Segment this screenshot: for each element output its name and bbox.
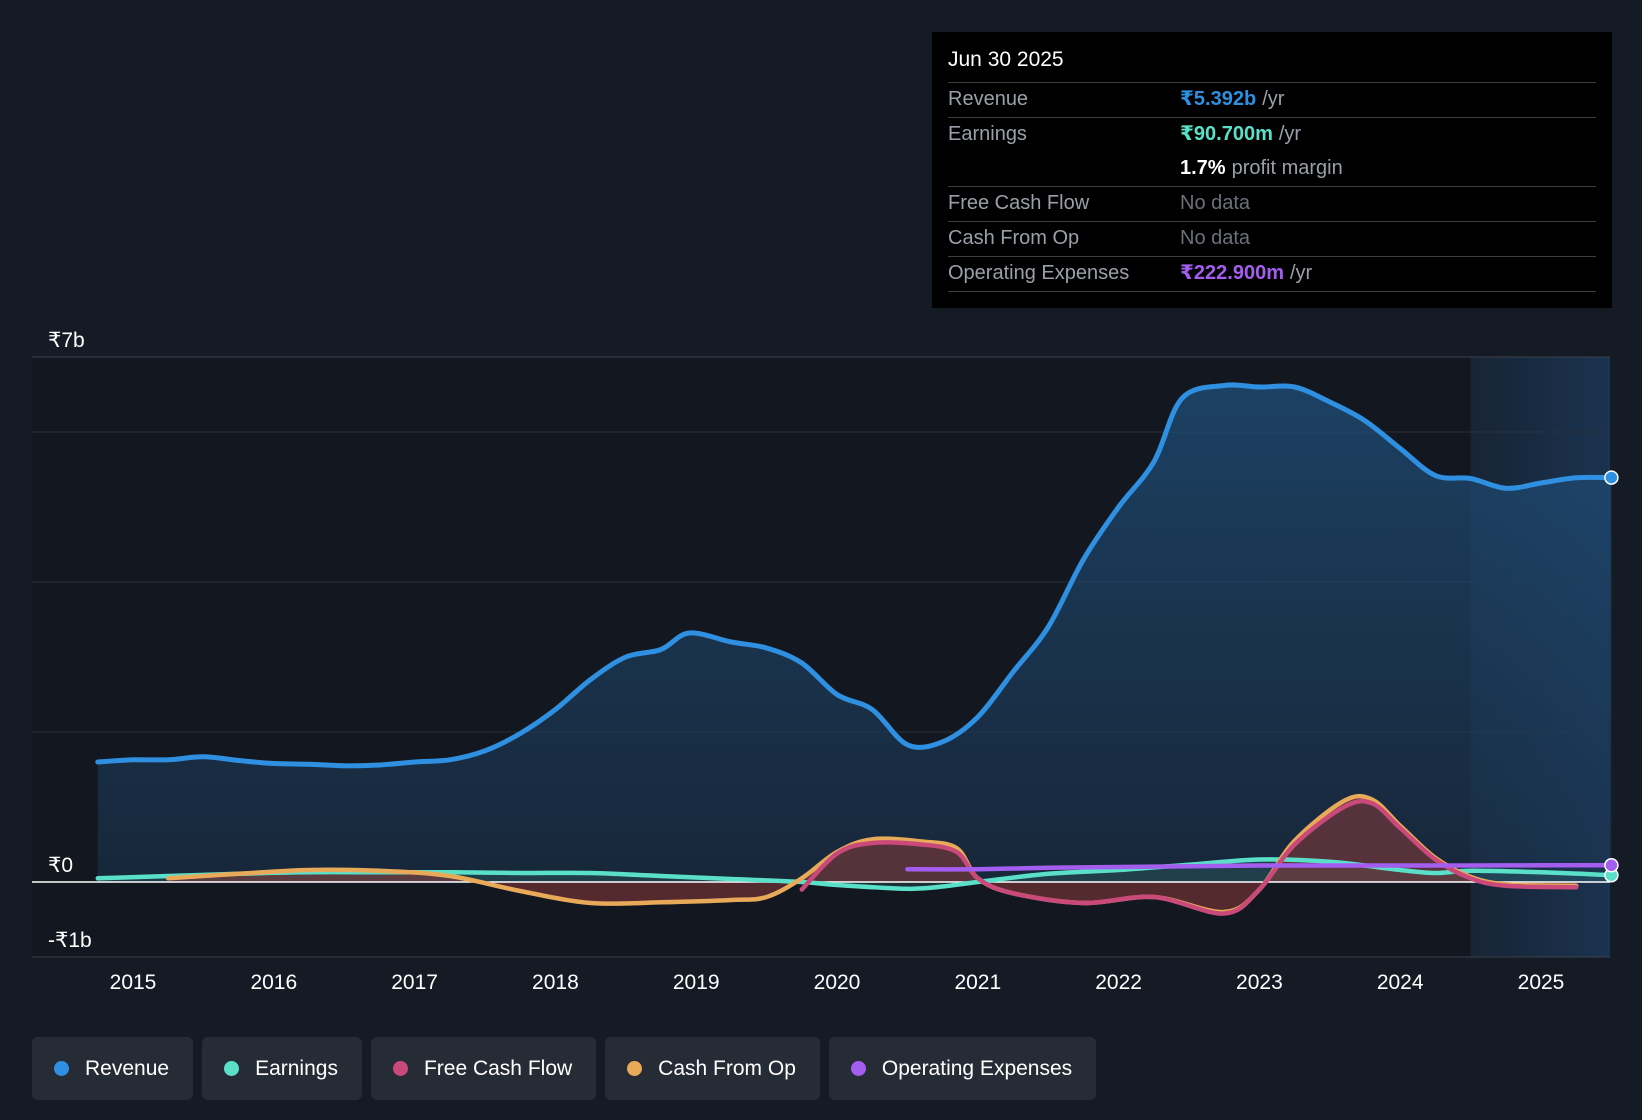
tooltip-row-cfo: Cash From Op No data [948, 222, 1596, 257]
x-tick-label: 2025 [1518, 971, 1565, 994]
revenue-area [97, 384, 1612, 882]
tooltip-value: ₹222.900m [1180, 262, 1284, 284]
operating-expenses-dot-icon [850, 1061, 866, 1076]
x-tick-label: 2022 [1095, 971, 1142, 994]
legend-item-revenue[interactable]: Revenue [32, 1037, 194, 1100]
tooltip-unit: /yr [1290, 262, 1313, 284]
tooltip-value: ₹5.392b [1180, 88, 1257, 110]
x-tick-label: 2021 [954, 971, 1001, 994]
operating-expenses-line [905, 863, 1614, 872]
revenue-dot-icon [54, 1061, 69, 1076]
x-tick-label: 2017 [391, 971, 438, 994]
tooltip-label: Operating Expenses [948, 262, 1130, 284]
tooltip-value: ₹90.700m [1180, 123, 1273, 145]
legend-label: Operating Expenses [881, 1056, 1073, 1080]
tooltip-row-earnings: Earnings ₹90.700m/yr [948, 118, 1596, 152]
legend-label: Earnings [255, 1056, 338, 1080]
cash-from-op-area [168, 796, 1577, 913]
revenue-end-marker [1604, 470, 1619, 485]
x-tick-label: 2024 [1377, 971, 1424, 994]
tooltip-row-revenue: Revenue ₹5.392b/yr [948, 83, 1596, 118]
tooltip-label: Earnings [948, 123, 1027, 145]
x-tick-label: 2023 [1236, 971, 1283, 994]
tooltip-value: No data [1180, 227, 1251, 249]
legend-label: Free Cash Flow [423, 1056, 573, 1080]
y-tick-label: -₹1b [48, 929, 92, 952]
x-tick-label: 2015 [110, 971, 157, 994]
legend: Revenue Earnings Free Cash Flow Cash Fro… [32, 1037, 1105, 1100]
tooltip-unit: profit margin [1231, 157, 1343, 179]
legend-item-operating-expenses[interactable]: Operating Expenses [828, 1037, 1097, 1100]
free-cash-flow-dot-icon [392, 1061, 408, 1076]
cash-from-op-dot-icon [627, 1061, 643, 1076]
y-tick-label: ₹0 [48, 854, 73, 877]
tooltip-label [948, 152, 1180, 186]
x-tick-label: 2019 [673, 971, 720, 994]
x-tick-label: 2020 [814, 971, 861, 994]
legend-item-earnings[interactable]: Earnings [202, 1037, 362, 1100]
revenue-line [95, 382, 1614, 769]
tooltip-row-opex: Operating Expenses ₹222.900m/yr [948, 257, 1596, 292]
x-tick-label: 2016 [250, 971, 297, 994]
free-cash-flow-line [799, 798, 1579, 916]
tooltip-row-fcf: Free Cash Flow No data [948, 187, 1596, 222]
x-tick-label: 2018 [532, 971, 579, 994]
tooltip-label: Free Cash Flow [948, 192, 1090, 214]
tooltip-unit: /yr [1262, 88, 1285, 110]
operating-expenses-end-marker [1604, 858, 1619, 873]
cash-from-op-line [165, 793, 1579, 915]
tooltip-panel: Jun 30 2025 Revenue ₹5.392b/yr Earnings … [932, 32, 1612, 308]
tooltip-value: No data [1180, 192, 1251, 214]
tooltip-unit: /yr [1278, 123, 1302, 145]
y-tick-label: ₹7b [48, 329, 85, 352]
tooltip-label: Revenue [948, 88, 1029, 110]
tooltip-value: 1.7% [1180, 157, 1226, 179]
earnings-dot-icon [224, 1061, 240, 1076]
legend-item-cash-from-op[interactable]: Cash From Op [605, 1037, 820, 1100]
tooltip-row-margin: 1.7% profit margin [948, 152, 1596, 187]
legend-label: Cash From Op [658, 1056, 796, 1080]
tooltip-date: Jun 30 2025 [948, 46, 1596, 83]
tooltip-label: Cash From Op [948, 227, 1080, 249]
legend-item-free-cash-flow[interactable]: Free Cash Flow [370, 1037, 597, 1100]
legend-label: Revenue [85, 1056, 170, 1080]
